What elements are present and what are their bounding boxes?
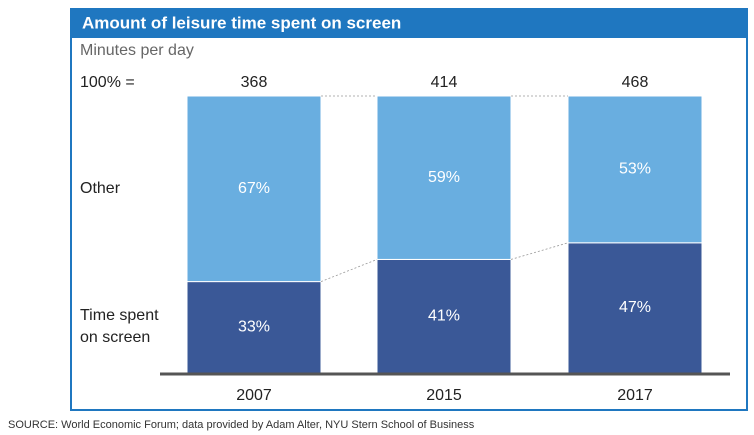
total-label: 368 (241, 74, 268, 91)
value-label: 41% (428, 307, 460, 324)
x-tick-label: 2015 (426, 387, 462, 404)
legend-label: Other (80, 179, 121, 197)
bar-segment (376, 258, 512, 374)
source: SOURCE: World Economic Forum; data provi… (8, 419, 475, 431)
bar-segment (567, 95, 703, 244)
bar-segment (376, 95, 512, 260)
value-label: 67% (238, 180, 270, 197)
x-tick-label: 2007 (236, 387, 272, 404)
value-label: 53% (619, 161, 651, 178)
totals-label: 100% = (80, 74, 135, 91)
x-tick-label: 2017 (617, 387, 653, 404)
subtitle: Minutes per day (80, 42, 194, 59)
value-label: 47% (619, 299, 651, 316)
bar-segment (186, 281, 322, 374)
connector (510, 242, 569, 260)
title-bar (71, 9, 747, 38)
value-label: 33% (238, 319, 270, 336)
chart-title: Amount of leisure time spent on screen (82, 13, 401, 32)
bar-segment (567, 242, 703, 374)
bar-segment (186, 95, 322, 283)
value-label: 59% (428, 169, 460, 186)
connector (320, 259, 378, 282)
total-label: 414 (431, 74, 458, 91)
total-label: 468 (622, 74, 649, 91)
legend-label: Time spent on screen (80, 307, 159, 347)
